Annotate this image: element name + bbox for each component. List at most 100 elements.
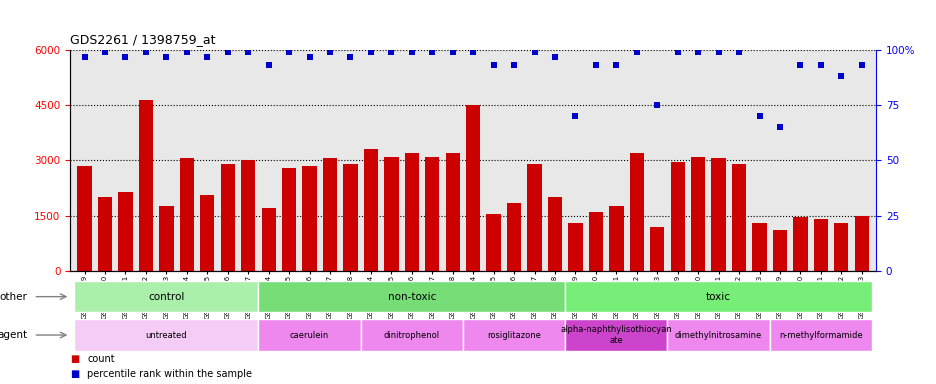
Point <box>690 49 705 55</box>
Bar <box>548 197 562 271</box>
Bar <box>564 319 666 351</box>
Text: other: other <box>0 291 27 302</box>
Point <box>343 53 358 60</box>
Bar <box>258 319 360 351</box>
Bar <box>650 227 664 271</box>
Point <box>282 49 297 55</box>
Point <box>241 49 256 55</box>
Bar <box>363 149 378 271</box>
Text: ■: ■ <box>70 354 80 364</box>
Bar <box>608 206 622 271</box>
Point <box>731 49 746 55</box>
Bar <box>564 281 871 312</box>
Point <box>261 62 276 68</box>
Point <box>486 62 501 68</box>
Point <box>445 49 460 55</box>
Bar <box>666 319 768 351</box>
Bar <box>812 219 827 271</box>
Bar <box>360 319 462 351</box>
Bar <box>258 281 564 312</box>
Bar <box>97 197 112 271</box>
Bar <box>446 153 460 271</box>
Bar <box>486 214 500 271</box>
Point <box>179 49 194 55</box>
Bar <box>710 159 725 271</box>
Text: GDS2261 / 1398759_at: GDS2261 / 1398759_at <box>70 33 215 46</box>
Bar <box>302 166 316 271</box>
Text: control: control <box>148 291 184 302</box>
Bar <box>261 208 275 271</box>
Point <box>588 62 603 68</box>
Bar <box>506 203 520 271</box>
Bar <box>768 319 871 351</box>
Bar <box>588 212 603 271</box>
Point <box>118 53 133 60</box>
Bar <box>220 164 235 271</box>
Point <box>833 73 848 79</box>
Point <box>301 53 316 60</box>
Point <box>506 62 521 68</box>
Point <box>608 62 623 68</box>
Bar <box>282 168 296 271</box>
Text: non-toxic: non-toxic <box>388 291 435 302</box>
Text: count: count <box>87 354 114 364</box>
Point <box>567 113 582 119</box>
Point <box>629 49 644 55</box>
Bar <box>139 99 153 271</box>
Point <box>547 53 562 60</box>
Bar <box>323 159 337 271</box>
Bar <box>425 157 439 271</box>
Point <box>649 102 664 108</box>
Point <box>812 62 827 68</box>
Bar <box>793 217 807 271</box>
Bar <box>159 206 173 271</box>
Point <box>669 49 684 55</box>
Bar <box>670 162 684 271</box>
Bar <box>833 223 848 271</box>
Point <box>424 49 439 55</box>
Bar <box>772 230 786 271</box>
Point <box>404 49 419 55</box>
Bar <box>404 153 418 271</box>
Bar <box>527 164 541 271</box>
Text: agent: agent <box>0 330 27 340</box>
Bar <box>118 192 133 271</box>
Text: caerulein: caerulein <box>289 331 329 339</box>
Bar <box>78 166 92 271</box>
Point <box>710 49 725 55</box>
Text: percentile rank within the sample: percentile rank within the sample <box>87 369 252 379</box>
Bar <box>180 159 194 271</box>
Text: n-methylformamide: n-methylformamide <box>778 331 862 339</box>
Point <box>771 124 786 130</box>
Bar <box>343 164 358 271</box>
Point <box>159 53 174 60</box>
Point <box>139 49 154 55</box>
Text: toxic: toxic <box>706 291 730 302</box>
Point <box>465 49 480 55</box>
Text: rosiglitazone: rosiglitazone <box>487 331 540 339</box>
Bar <box>629 153 643 271</box>
Point <box>752 113 767 119</box>
Point <box>322 49 337 55</box>
Bar <box>752 223 766 271</box>
Bar <box>74 319 258 351</box>
Bar <box>567 223 582 271</box>
Text: alpha-naphthylisothiocyan
ate: alpha-naphthylisothiocyan ate <box>560 325 671 345</box>
Point <box>77 53 92 60</box>
Text: dinitrophenol: dinitrophenol <box>384 331 439 339</box>
Point <box>854 62 869 68</box>
Bar <box>241 161 256 271</box>
Text: untreated: untreated <box>145 331 187 339</box>
Point <box>526 49 541 55</box>
Bar <box>731 164 745 271</box>
Point <box>97 49 112 55</box>
Point <box>792 62 807 68</box>
Bar <box>854 215 868 271</box>
Bar <box>384 157 398 271</box>
Point <box>199 53 214 60</box>
Bar <box>200 195 214 271</box>
Bar <box>690 157 705 271</box>
Text: ■: ■ <box>70 369 80 379</box>
Bar <box>462 319 564 351</box>
Point <box>384 49 399 55</box>
